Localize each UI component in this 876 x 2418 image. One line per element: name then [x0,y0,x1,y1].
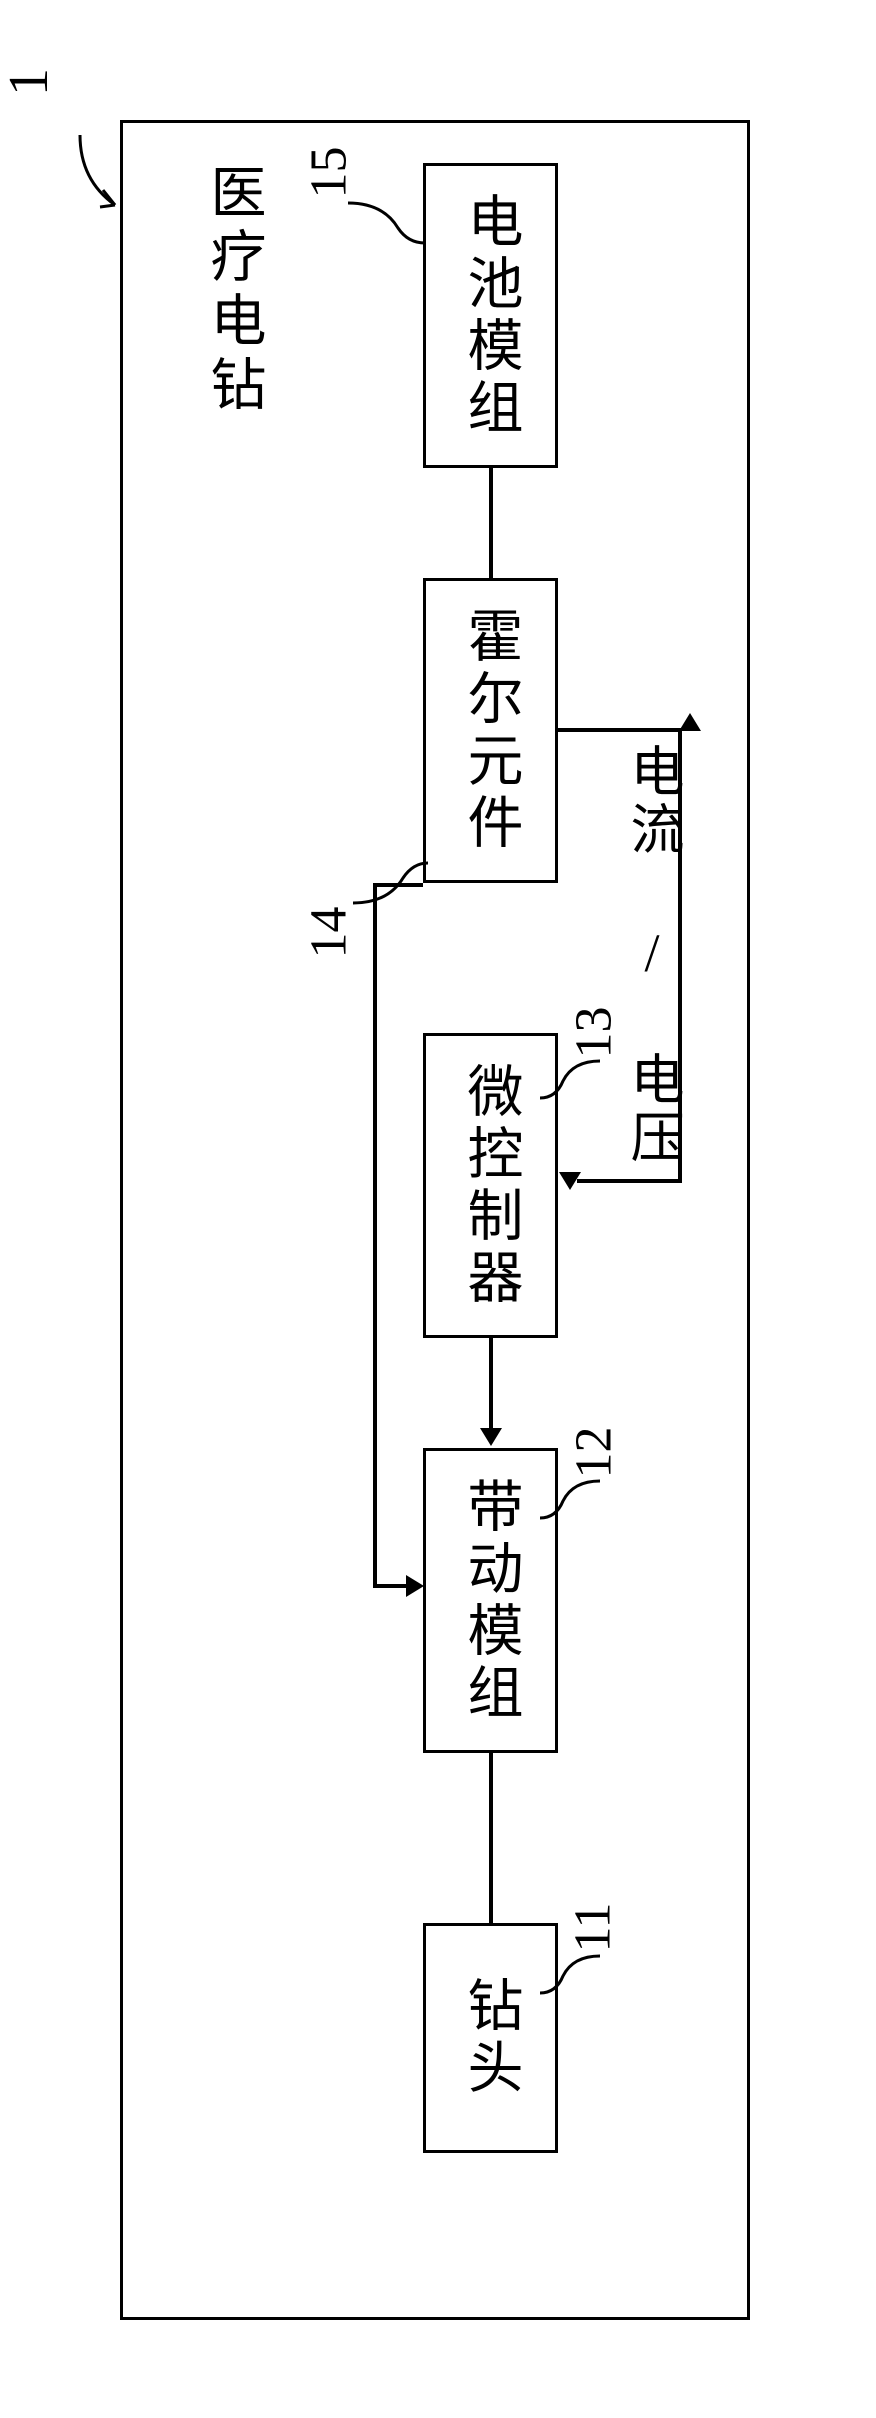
ref-curve-12 [538,1473,608,1528]
arrow-feedback-down [559,1172,581,1190]
ref-curve-13 [538,1053,608,1108]
edge-label-current-voltage: 电流 / 电压 [613,743,692,1167]
box-drill-label: 钻头 [450,1976,531,2100]
arrow-hall-to-drive [406,1575,424,1597]
ref-label-12: 12 [565,1427,624,1479]
edge-feedback-h1 [558,728,678,732]
edge-mcu-drive [489,1338,493,1430]
edge-hall-out-v [373,883,377,1588]
ref-label-11: 11 [564,1902,623,1952]
box-battery: 电池模组 [423,163,558,468]
edge-hall-drive-h [373,1584,408,1588]
diagram-title: 医疗电钻 [193,163,274,419]
edge-feedback-h2 [577,1179,682,1183]
box-hall: 霍尔元件 [423,578,558,883]
ref-label-13: 13 [565,1007,624,1059]
edge-battery-hall [489,468,493,578]
ref-label-14: 14 [300,907,359,959]
box-mcu-label: 微控制器 [450,1062,531,1310]
arrow-feedback-up [679,713,701,731]
ref-label-1: 1 [0,68,61,96]
edge-hall-out-h [373,883,423,887]
arrow-mcu-to-drive [480,1428,502,1446]
ref-label-15: 15 [300,147,359,199]
box-drive-label: 带动模组 [450,1477,531,1725]
diagram-container: 医疗电钻 电池模组 15 霍尔元件 14 电流 / 电压 微控制器 13 带动模… [120,120,750,2320]
edge-drive-drill [489,1753,493,1923]
ref-curve-15 [343,193,433,253]
ref-curve-11 [538,1948,608,2003]
box-hall-label: 霍尔元件 [450,607,531,855]
box-battery-label: 电池模组 [450,192,531,440]
